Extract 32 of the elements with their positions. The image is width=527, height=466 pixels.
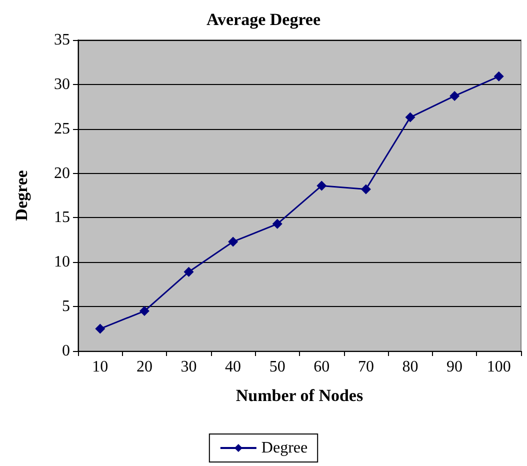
y-tick-label: 35 xyxy=(54,32,70,48)
y-tick-label: 30 xyxy=(54,76,70,93)
x-tick-label: 40 xyxy=(225,358,242,376)
y-tick-label: 5 xyxy=(62,298,70,316)
x-tick-label: 20 xyxy=(136,358,152,376)
x-tick-label: 50 xyxy=(269,358,286,376)
x-tick-label: 70 xyxy=(358,358,374,376)
x-tick-label: 10 xyxy=(92,358,108,376)
y-tick-label: 0 xyxy=(62,342,70,360)
point xyxy=(184,266,194,277)
point xyxy=(405,112,416,122)
y-tick-label: 15 xyxy=(54,209,70,226)
point xyxy=(272,218,282,229)
x-tick-label: 30 xyxy=(180,358,197,376)
point xyxy=(450,90,460,101)
x-tick-label: 90 xyxy=(446,358,463,376)
point xyxy=(316,180,327,191)
legend-label: Degree xyxy=(261,440,308,456)
y-axis-title: Degree xyxy=(12,170,31,221)
point xyxy=(228,236,238,247)
y-tick-label: 20 xyxy=(54,164,70,182)
x-axis-title: Number of Nodes xyxy=(236,386,364,405)
point xyxy=(95,324,106,334)
point xyxy=(494,71,504,82)
point xyxy=(139,306,150,316)
x-tick-label: 60 xyxy=(314,358,330,376)
y-tick-label: 25 xyxy=(54,120,70,138)
y-tick-label: 10 xyxy=(54,254,70,271)
point xyxy=(360,184,371,194)
x-tick-label: 80 xyxy=(402,358,418,376)
chart-title: Average Degree xyxy=(206,10,321,29)
x-tick-label: 100 xyxy=(486,358,511,376)
